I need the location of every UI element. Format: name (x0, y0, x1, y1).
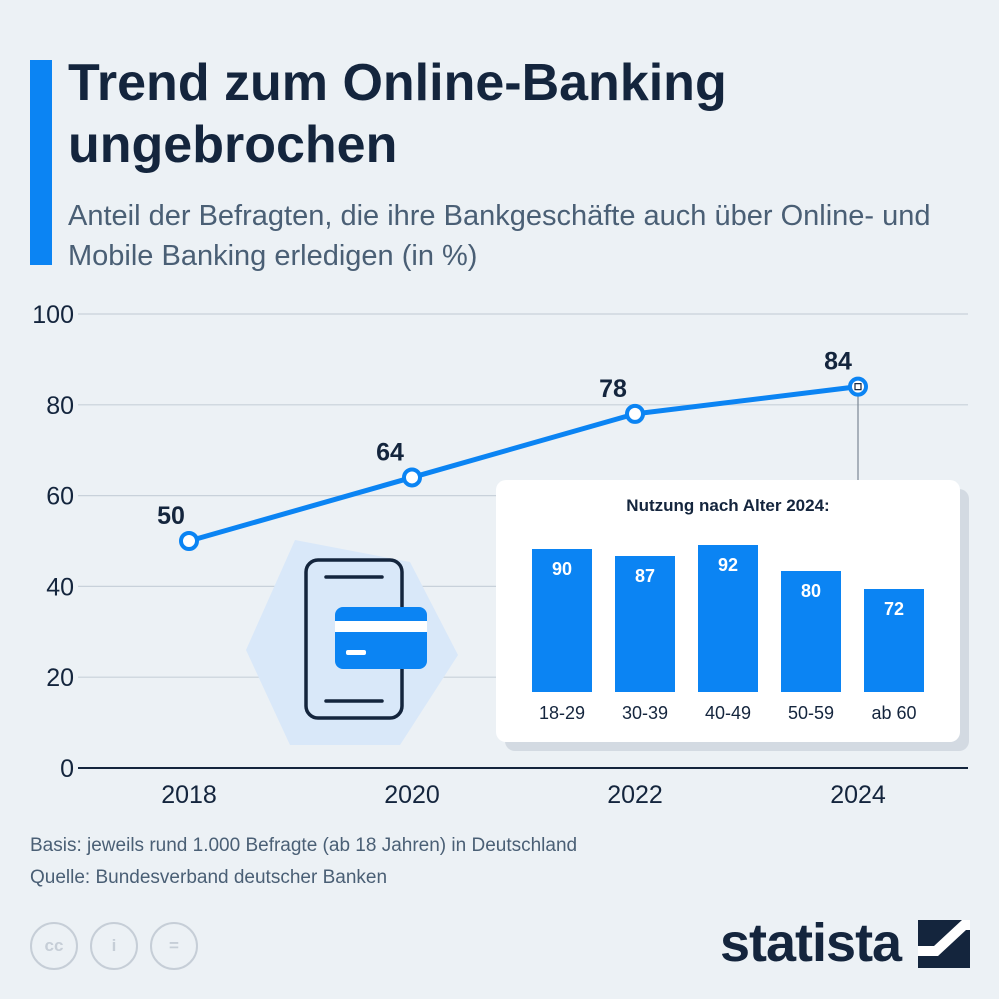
x-tick-label: 2020 (384, 781, 440, 809)
phone-illustration (246, 540, 458, 745)
data-label: 50 (157, 502, 185, 530)
y-tick-label: 60 (46, 483, 74, 511)
accent-bar (30, 60, 52, 265)
y-tick-label: 0 (60, 755, 74, 783)
cc-license-icon[interactable]: cc (30, 922, 78, 970)
age-bar (698, 544, 758, 692)
attribution-icon[interactable]: i (90, 922, 138, 970)
x-axis-ticks: 2018 2020 2022 2024 (161, 781, 886, 809)
age-bar (615, 555, 675, 692)
y-tick-label: 100 (32, 301, 74, 329)
age-category-label: ab 60 (871, 703, 917, 723)
footnote-basis: Basis: jeweils rund 1.000 Befragte (ab 1… (30, 835, 578, 856)
age-bar-chart-panel: Nutzung nach Alter 2024: 90 18-29 87 30-39 9… (496, 480, 960, 742)
series-points (179, 376, 868, 551)
footnote-source: Quelle: Bundesverband deutscher Banken (30, 867, 388, 888)
data-label: 84 (824, 348, 852, 376)
point-marker (854, 383, 862, 391)
age-category-label: 18-29 (538, 703, 586, 723)
y-axis-ticks: 0 20 40 60 80 100 (32, 301, 74, 783)
data-label: 78 (599, 375, 627, 403)
chart-title: Trend zum Online-Banking ungebrochen (68, 54, 727, 174)
credit-card-icon (335, 607, 427, 669)
data-point (625, 403, 645, 424)
data-point (848, 376, 868, 397)
data-point (402, 467, 422, 488)
x-tick-label: 2018 (161, 781, 217, 809)
age-category-label: 30-39 (621, 703, 669, 723)
age-category-label: 40-49 (704, 703, 752, 723)
data-label: 64 (376, 438, 404, 466)
age-bar-value: 90 (551, 559, 573, 579)
age-category-label: 50-59 (787, 703, 835, 723)
chart-subtitle: Anteil der Befragten, die ihre Bankgesch… (68, 200, 931, 272)
age-bar-value: 87 (634, 565, 656, 586)
age-bar-value: 80 (800, 581, 822, 601)
x-tick-label: 2022 (607, 781, 663, 809)
series-line (188, 384, 859, 544)
data-point (179, 531, 199, 551)
y-tick-label: 80 (46, 392, 74, 420)
x-tick-label: 2024 (830, 781, 886, 809)
age-bar (864, 588, 924, 692)
age-bar-value: 92 (717, 554, 739, 575)
y-tick-label: 40 (46, 573, 74, 601)
inset-title: Nutzung nach Alter 2024: (626, 496, 830, 515)
age-bar (781, 571, 841, 692)
statista-logo-icon (918, 920, 970, 968)
no-derivatives-icon[interactable]: = (150, 922, 198, 970)
age-bar-value: 72 (883, 598, 905, 619)
statista-brand[interactable]: statista (720, 913, 902, 973)
age-bar (532, 549, 592, 692)
data-labels: 50 64 78 84 (157, 348, 852, 530)
series-line-path (188, 384, 859, 544)
y-tick-label: 20 (46, 664, 74, 692)
